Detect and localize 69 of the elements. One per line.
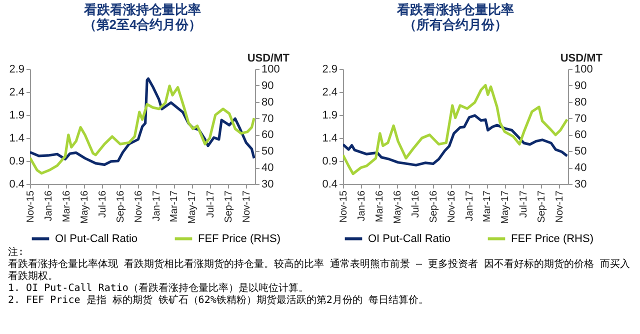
y2-tick-label: 80 bbox=[262, 96, 274, 108]
y2-tick-label: 70 bbox=[574, 112, 587, 125]
x-tick-label: Nov-16 bbox=[446, 190, 458, 223]
y2-tick-label: 30 bbox=[574, 178, 587, 190]
x-tick-label: May-16 bbox=[392, 190, 404, 224]
x-tick-label: Mar-16 bbox=[374, 190, 386, 222]
x-tick-label: Jan-17 bbox=[464, 190, 476, 222]
y2-tick-label: 100 bbox=[262, 64, 280, 76]
x-tick-label: Jul-16 bbox=[97, 190, 108, 218]
y-tick-label: 2.9 bbox=[322, 64, 338, 76]
y2-tick-label: 70 bbox=[262, 112, 274, 125]
y2-tick-label: 60 bbox=[262, 129, 274, 142]
y-tick-label: 0.9 bbox=[9, 156, 24, 168]
x-tick-label: Sep-17 bbox=[536, 190, 548, 223]
x-tick-label: Nov-17 bbox=[242, 190, 253, 223]
x-tick-label: Jul-17 bbox=[518, 190, 530, 218]
line-series bbox=[343, 114, 568, 166]
y2-tick-label: 100 bbox=[574, 64, 593, 76]
line-series bbox=[343, 84, 568, 176]
y2-tick-label: 50 bbox=[262, 146, 274, 158]
x-tick-label: Sep-17 bbox=[224, 190, 235, 223]
legend-label: OI Put-Call Ratio bbox=[368, 232, 451, 245]
line-series bbox=[30, 84, 255, 175]
y-tick-label: 2.4 bbox=[322, 86, 338, 98]
x-tick-label: Nov-16 bbox=[134, 190, 145, 223]
y-tick-label: 0.9 bbox=[322, 156, 338, 168]
y2-tick-label: 50 bbox=[574, 146, 587, 158]
y-tick-label: 2.4 bbox=[9, 86, 24, 98]
y2-tick-label: 90 bbox=[574, 80, 587, 92]
y-tick-label: 0.4 bbox=[9, 178, 24, 190]
x-tick-label: Jan-16 bbox=[356, 190, 368, 222]
y2-tick-label: 30 bbox=[262, 178, 274, 190]
x-tick-label: Mar-17 bbox=[482, 190, 494, 222]
text: 1. OI Put-Call Ratio（看跌看涨持仓量比率）是以吨位计算。 bbox=[8, 283, 310, 294]
x-tick-label: Jan-17 bbox=[152, 190, 163, 222]
y2-axis-title: USD/MT bbox=[560, 52, 603, 64]
x-tick-label: Sep-16 bbox=[428, 190, 440, 223]
x-tick-label: Jul-16 bbox=[410, 190, 422, 218]
y2-axis-title: USD/MT bbox=[247, 52, 290, 64]
x-tick-label: Sep-16 bbox=[116, 190, 127, 223]
y2-tick-label: 60 bbox=[574, 129, 587, 142]
x-tick-label: May-17 bbox=[500, 190, 512, 224]
text: 2. FEF Price 是指 标的期货 铁矿石（62%铁精粉）期货最活跃的第2月份的 每日结算价。 bbox=[8, 295, 430, 307]
chart-title: 看跌看涨持仓量比率（所有合约月份） bbox=[396, 2, 514, 32]
x-tick-label: Jan-16 bbox=[44, 190, 55, 222]
y2-tick-label: 80 bbox=[574, 96, 587, 108]
y2-tick-label: 40 bbox=[262, 162, 274, 174]
y-tick-label: 1.4 bbox=[322, 132, 338, 144]
x-tick-label: May-17 bbox=[187, 190, 198, 224]
y2-tick-label: 40 bbox=[574, 162, 587, 174]
x-tick-label: Jul-17 bbox=[205, 190, 216, 218]
x-tick-label: Mar-17 bbox=[169, 190, 180, 222]
text: 注: bbox=[8, 247, 26, 258]
legend-label: FEF Price (RHS) bbox=[198, 232, 280, 245]
y-tick-label: 1.4 bbox=[9, 132, 24, 144]
y-tick-label: 1.9 bbox=[9, 110, 24, 122]
y-tick-label: 2.9 bbox=[9, 64, 24, 76]
x-tick-label: May-16 bbox=[79, 190, 90, 224]
x-tick-label: Nov-15 bbox=[26, 190, 36, 223]
x-tick-label: Nov-15 bbox=[338, 190, 350, 223]
legend-label: OI Put-Call Ratio bbox=[55, 232, 138, 245]
text: 看跌看涨持仓量比率体现 看跌期货相比看涨期货的持仓量。较高的比率 通常表明熊市前景 – 更多投资者 因不看好标的期货的价格 而买入看跌期权。 bbox=[8, 259, 632, 282]
y-tick-label: 1.9 bbox=[322, 110, 338, 122]
x-tick-label: Nov-17 bbox=[554, 190, 566, 223]
y-tick-label: 0.4 bbox=[322, 178, 338, 190]
legend-label: FEF Price (RHS) bbox=[511, 232, 594, 245]
x-tick-label: Mar-16 bbox=[61, 190, 72, 222]
y2-tick-label: 90 bbox=[262, 80, 274, 92]
chart-title: 看跌看涨持仓量比率（第2至4合约月份） bbox=[83, 2, 202, 32]
